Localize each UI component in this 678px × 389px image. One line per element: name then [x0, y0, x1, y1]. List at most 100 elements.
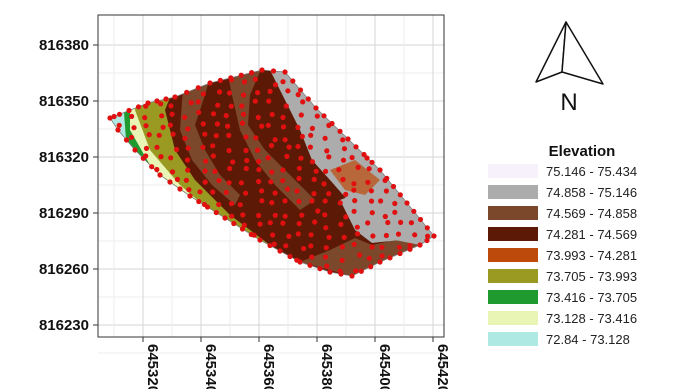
legend-swatch — [488, 332, 538, 346]
sample-point — [295, 231, 301, 237]
legend-item: 74.281 - 74.569 — [488, 227, 637, 242]
sample-point — [174, 146, 180, 153]
sample-point — [238, 180, 244, 186]
sample-point — [282, 137, 288, 143]
sample-point — [385, 219, 391, 226]
sample-point — [337, 200, 343, 206]
sample-point — [185, 145, 191, 151]
north-arrow-right-icon — [561, 21, 604, 85]
legend-label: 72.84 - 73.128 — [546, 332, 630, 347]
sample-point — [200, 91, 206, 97]
sample-point — [282, 198, 288, 204]
sample-point — [392, 209, 398, 215]
sample-point — [307, 144, 313, 150]
sample-point — [215, 102, 221, 108]
sample-point — [228, 77, 234, 83]
sample-point — [297, 87, 304, 93]
sample-point — [322, 212, 328, 218]
north-arrow: N — [535, 21, 604, 116]
legend-title: Elevation — [549, 143, 616, 160]
x-tick-label: 645400 — [376, 344, 393, 389]
sample-point — [160, 124, 166, 130]
sample-point — [156, 132, 162, 138]
sample-point — [186, 187, 192, 193]
sample-point — [226, 180, 232, 186]
sample-point — [305, 96, 311, 102]
sample-point — [308, 232, 314, 238]
sample-point — [369, 210, 375, 216]
sample-point — [378, 198, 384, 204]
sample-point — [196, 109, 202, 115]
sample-point — [228, 201, 235, 207]
sample-point — [129, 113, 135, 119]
sample-point — [398, 219, 404, 225]
sample-point — [257, 221, 263, 227]
sample-point — [358, 268, 364, 274]
sample-point — [340, 137, 346, 143]
sample-point — [131, 125, 137, 131]
sample-point — [368, 264, 374, 270]
sample-point — [295, 124, 301, 130]
sample-point — [222, 215, 228, 221]
sample-point — [408, 220, 414, 226]
sample-point — [324, 263, 330, 269]
sample-point — [351, 241, 357, 247]
sample-point — [239, 226, 246, 232]
sample-point — [170, 131, 176, 137]
sample-point — [255, 114, 261, 120]
sample-point — [300, 99, 306, 105]
sample-point — [277, 248, 283, 254]
zone-brown-band-1 — [180, 70, 240, 205]
sample-point — [265, 122, 271, 128]
sample-point — [309, 198, 315, 204]
sample-point — [195, 85, 201, 91]
sample-point — [214, 121, 220, 127]
sample-point — [283, 243, 289, 249]
sample-point — [107, 115, 113, 121]
sample-point — [169, 111, 175, 117]
sample-point — [255, 90, 261, 96]
sample-point — [243, 165, 249, 172]
legend-swatch — [488, 269, 538, 283]
sample-point — [343, 191, 349, 197]
sample-point — [252, 98, 258, 104]
sample-point — [268, 179, 274, 185]
legend-label: 73.416 - 73.705 — [546, 290, 637, 305]
sample-point — [295, 92, 301, 98]
sample-point — [226, 132, 232, 138]
sample-point — [286, 144, 292, 150]
legend-item: 73.705 - 73.993 — [488, 269, 637, 284]
sample-point — [407, 246, 413, 252]
sample-point — [239, 120, 246, 126]
sample-point — [267, 242, 273, 249]
sample-point — [167, 122, 173, 128]
sample-point — [287, 253, 293, 260]
sample-point — [188, 100, 194, 106]
sample-point — [259, 67, 265, 73]
sample-point — [382, 177, 388, 183]
sample-point — [115, 127, 121, 133]
sample-point — [301, 245, 307, 252]
sample-point — [366, 166, 372, 172]
sample-point — [340, 176, 346, 183]
sample-point — [280, 220, 286, 226]
sample-points — [107, 67, 437, 279]
sample-point — [313, 168, 319, 174]
sample-point — [243, 134, 249, 140]
sample-point — [284, 153, 290, 159]
sample-point — [397, 192, 403, 198]
sample-point — [126, 107, 132, 114]
sample-point — [270, 232, 276, 238]
x-tick-label: 645360 — [260, 344, 277, 389]
sample-point — [321, 113, 327, 119]
sample-point — [390, 183, 397, 190]
sample-point — [354, 231, 361, 237]
sample-point — [142, 115, 148, 121]
sample-point — [177, 186, 183, 192]
sample-point — [311, 176, 317, 182]
sample-point — [157, 172, 163, 178]
sample-point — [143, 123, 149, 129]
legend-item: 74.858 - 75.146 — [488, 185, 637, 200]
sample-point — [312, 219, 318, 225]
legend-item: 74.569 - 74.858 — [488, 206, 637, 221]
